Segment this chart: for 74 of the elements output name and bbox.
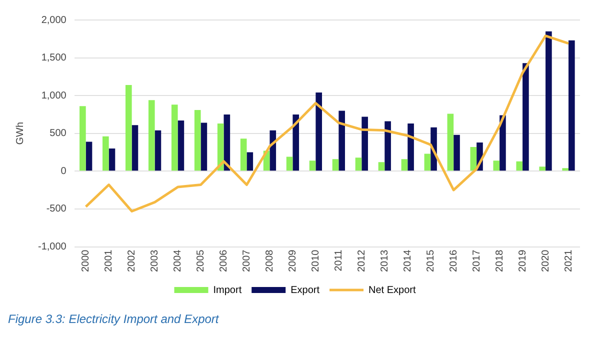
x-tick-label: 2011 bbox=[333, 249, 344, 272]
bar bbox=[447, 114, 454, 171]
x-tick-label: 2020 bbox=[540, 249, 552, 272]
x-tick-label: 2010 bbox=[310, 249, 322, 272]
x-tick-label: 2000 bbox=[80, 249, 92, 272]
bar bbox=[178, 120, 184, 171]
x-tick-label: 2012 bbox=[356, 249, 368, 272]
legend-label: Export bbox=[290, 284, 320, 296]
bar bbox=[194, 110, 201, 171]
bar bbox=[292, 114, 300, 171]
bar bbox=[338, 110, 345, 171]
bar bbox=[516, 161, 523, 171]
bar bbox=[86, 142, 92, 171]
x-tick-label: 2017 bbox=[471, 249, 482, 272]
bar bbox=[424, 154, 431, 171]
bar bbox=[546, 31, 552, 171]
x-tick-label: 2021 bbox=[563, 249, 574, 272]
x-tick-label: 2013 bbox=[379, 249, 390, 272]
bar bbox=[102, 136, 109, 171]
y-tick-label: 1,000 bbox=[41, 90, 67, 102]
y-tick-label: 2,000 bbox=[41, 14, 67, 26]
y-tick-label: 500 bbox=[50, 128, 67, 140]
caption: Figure 3.3: Electricity Import and Export bbox=[8, 312, 219, 326]
bar bbox=[316, 92, 322, 171]
bar bbox=[246, 152, 254, 171]
bar bbox=[132, 125, 138, 171]
bar bbox=[384, 121, 391, 171]
x-tick-label: 2005 bbox=[196, 249, 207, 272]
y-tick-label: -500 bbox=[46, 204, 67, 215]
y-tick-label: 0 bbox=[60, 166, 67, 177]
x-tick-label: 2015 bbox=[425, 249, 436, 272]
x-tick-label: 2001 bbox=[104, 249, 115, 272]
bar bbox=[240, 138, 247, 171]
bar bbox=[408, 124, 414, 171]
bar bbox=[454, 134, 460, 171]
bar bbox=[332, 159, 339, 171]
x-tick-label: 2004 bbox=[172, 249, 184, 272]
x-tick-label: 2007 bbox=[241, 249, 252, 272]
bar bbox=[154, 130, 162, 171]
x-tick-label: 2008 bbox=[264, 249, 276, 272]
bar bbox=[568, 40, 575, 171]
bar bbox=[522, 63, 529, 171]
x-tick-label: 2006 bbox=[218, 249, 230, 272]
y-axis-title: GWh bbox=[14, 122, 26, 145]
x-tick-label: 2018 bbox=[494, 249, 506, 272]
x-tick-label: 2014 bbox=[402, 249, 414, 272]
bar bbox=[148, 100, 155, 171]
x-tick-label: 2003 bbox=[150, 249, 161, 272]
bar bbox=[200, 122, 208, 171]
bar bbox=[355, 158, 362, 171]
y-tick-label: 1,500 bbox=[41, 52, 67, 64]
bar bbox=[270, 130, 276, 171]
legend-label: Net Export bbox=[368, 284, 416, 296]
bar bbox=[401, 159, 408, 171]
y-tick-label: -1,000 bbox=[38, 242, 67, 253]
bar bbox=[378, 162, 385, 171]
bar bbox=[539, 166, 546, 171]
bar bbox=[108, 148, 116, 171]
x-tick-label: 2016 bbox=[448, 249, 460, 272]
bar bbox=[500, 115, 506, 171]
x-tick-label: 2009 bbox=[287, 249, 298, 272]
bar bbox=[562, 168, 569, 171]
legend-label: Import bbox=[213, 284, 242, 296]
bar bbox=[362, 116, 368, 171]
x-tick-label: 2019 bbox=[517, 249, 528, 272]
bar bbox=[286, 156, 293, 171]
bar bbox=[125, 85, 132, 171]
bar bbox=[470, 146, 477, 171]
bar bbox=[80, 106, 86, 171]
bar bbox=[493, 160, 500, 171]
bar bbox=[171, 104, 178, 171]
x-tick-label: 2002 bbox=[126, 249, 138, 272]
bar bbox=[309, 160, 316, 171]
bar bbox=[217, 124, 224, 171]
